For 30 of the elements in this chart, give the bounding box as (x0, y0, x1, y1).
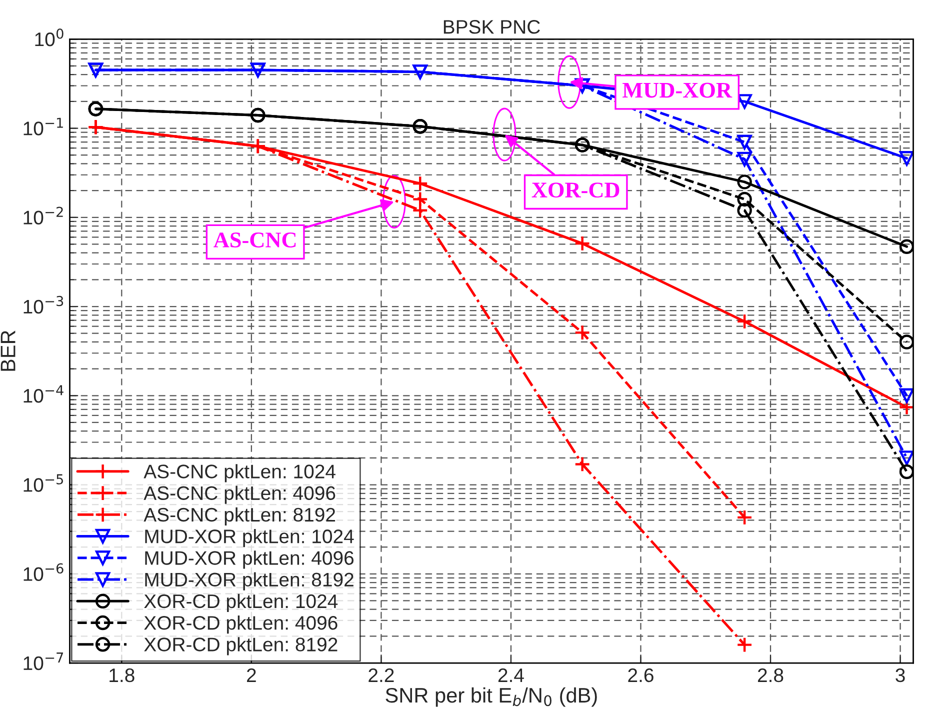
y-tick-label: 10$^{−5}$ (24, 474, 63, 492)
legend-label: MUD-XOR pktLen: 8192 (145, 572, 354, 590)
legend-label: AS-CNC pktLen: 8192 (144, 507, 336, 526)
y-tick-label: 10$^{−7}$ (24, 652, 64, 670)
legend-label: XOR-CD pktLen: 1024 (144, 594, 338, 612)
x-tick-label: 3 (896, 668, 905, 682)
legend-label: MUD-XOR pktLen: 1024 (145, 528, 354, 548)
legend-label: XOR-CD pktLen: 8192 (144, 637, 338, 656)
annotation: MUD-XOR (622, 82, 732, 98)
annotation: AS-CNC (214, 232, 296, 248)
y-tick-label: 10$^{−3}$ (24, 296, 64, 314)
x-tick-label: 1.8 (110, 668, 134, 682)
x-axis-title: SNR per bit E$_{b}$/N$_{0}$ (dB) (386, 687, 597, 707)
legend-label: MUD-XOR pktLen: 4096 (145, 550, 354, 569)
x-tick-label: 2.4 (498, 668, 524, 682)
annotation: XOR-CD (532, 182, 620, 198)
x-tick-label: 2 (247, 668, 256, 682)
x-tick-label: 2.6 (628, 668, 654, 682)
x-tick-label: 2.8 (758, 668, 784, 682)
legend-label: AS-CNC pktLen: 1024 (144, 464, 336, 482)
y-tick-label: 10$^{−2}$ (24, 206, 63, 224)
legend-label: XOR-CD pktLen: 4096 (144, 615, 338, 634)
legend-label: AS-CNC pktLen: 4096 (144, 486, 336, 504)
y-tick-label: 10$^{0}$ (35, 28, 64, 46)
y-tick-label: 10$^{−4}$ (24, 385, 64, 403)
chart-title: BPSK PNC (444, 20, 540, 34)
x-tick-label: 2.2 (368, 668, 394, 682)
y-axis-title: BER (0, 330, 16, 371)
y-tick-label: 10$^{−1}$ (24, 118, 63, 136)
y-tick-label: 10$^{−6}$ (24, 563, 64, 581)
